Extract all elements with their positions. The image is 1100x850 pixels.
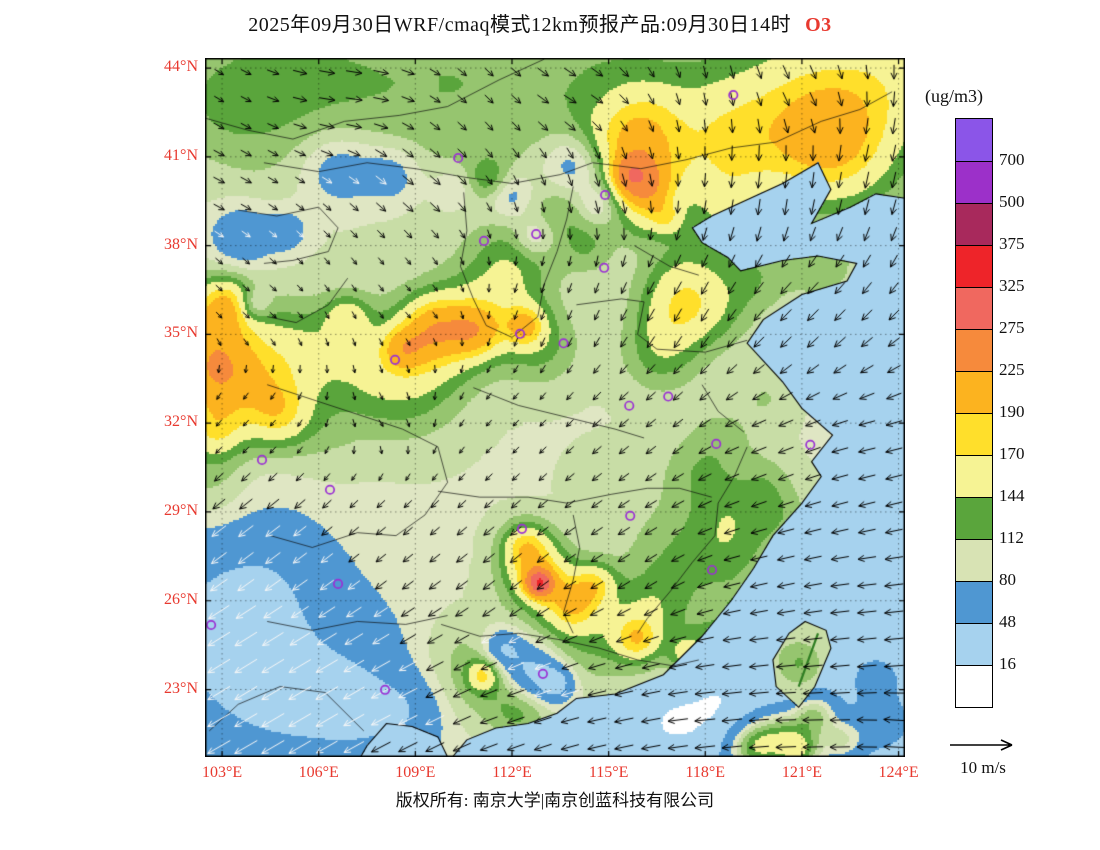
wind-scale-arrow bbox=[950, 739, 1013, 751]
colorbar-value: 225 bbox=[999, 360, 1025, 379]
colorbar-value: 48 bbox=[999, 612, 1016, 631]
colorbar-box bbox=[956, 413, 992, 455]
lon-label: 106°E bbox=[298, 764, 339, 781]
lat-label: 35°N bbox=[164, 324, 198, 342]
colorbar-box bbox=[956, 287, 992, 329]
colorbar-unit: (ug/m3) bbox=[925, 86, 983, 106]
colorbar-box bbox=[956, 623, 992, 665]
lon-label: 103°E bbox=[201, 764, 243, 781]
lat-label: 41°N bbox=[164, 146, 198, 164]
forecast-map-canvas bbox=[205, 58, 905, 757]
lon-label: 109°E bbox=[395, 764, 436, 781]
lon-label: 115°E bbox=[588, 764, 629, 781]
lon-label: 121°E bbox=[781, 764, 822, 781]
page-title: 2025年09月30日WRF/cmaq模式12km预报产品:09月30日14时 O… bbox=[0, 8, 1080, 37]
colorbar-box bbox=[956, 245, 992, 287]
lon-label: 112°E bbox=[492, 764, 532, 781]
title-text: 2025年09月30日WRF/cmaq模式12km预报产品:09月30日14时 bbox=[248, 14, 792, 36]
lat-label: 38°N bbox=[164, 235, 198, 253]
colorbar-value: 170 bbox=[999, 444, 1025, 463]
colorbar-value: 275 bbox=[999, 318, 1025, 337]
colorbar-box bbox=[956, 119, 992, 161]
lat-label: 44°N bbox=[164, 58, 198, 76]
colorbar-box bbox=[956, 665, 992, 707]
lat-label: 29°N bbox=[164, 501, 198, 519]
colorbar-value: 144 bbox=[999, 486, 1025, 505]
colorbar-value: 375 bbox=[999, 234, 1025, 253]
colorbar-box bbox=[956, 539, 992, 581]
colorbar-value: 700 bbox=[999, 150, 1025, 169]
lat-label: 32°N bbox=[164, 413, 198, 431]
colorbar-value: 325 bbox=[999, 276, 1025, 295]
colorbar bbox=[955, 118, 993, 708]
wind-scale-label: 10 m/s bbox=[960, 758, 1006, 777]
colorbar-value: 500 bbox=[999, 192, 1025, 211]
colorbar-box bbox=[956, 161, 992, 203]
colorbar-box bbox=[956, 455, 992, 497]
colorbar-box bbox=[956, 581, 992, 623]
colorbar-box bbox=[956, 497, 992, 539]
colorbar-value: 16 bbox=[999, 654, 1016, 673]
lon-label: 124°E bbox=[878, 764, 919, 781]
lon-label: 118°E bbox=[685, 764, 726, 781]
colorbar-box bbox=[956, 203, 992, 245]
lat-label: 23°N bbox=[164, 679, 198, 697]
colorbar-box bbox=[956, 371, 992, 413]
colorbar-value: 112 bbox=[999, 528, 1024, 547]
colorbar-box bbox=[956, 329, 992, 371]
copyright-footer: 版权所有: 南京大学|南京创蓝科技有限公司 bbox=[395, 791, 715, 810]
colorbar-value: 190 bbox=[999, 402, 1025, 421]
title-species: O3 bbox=[805, 14, 832, 36]
colorbar-value: 80 bbox=[999, 570, 1016, 589]
lat-label: 26°N bbox=[164, 590, 198, 608]
